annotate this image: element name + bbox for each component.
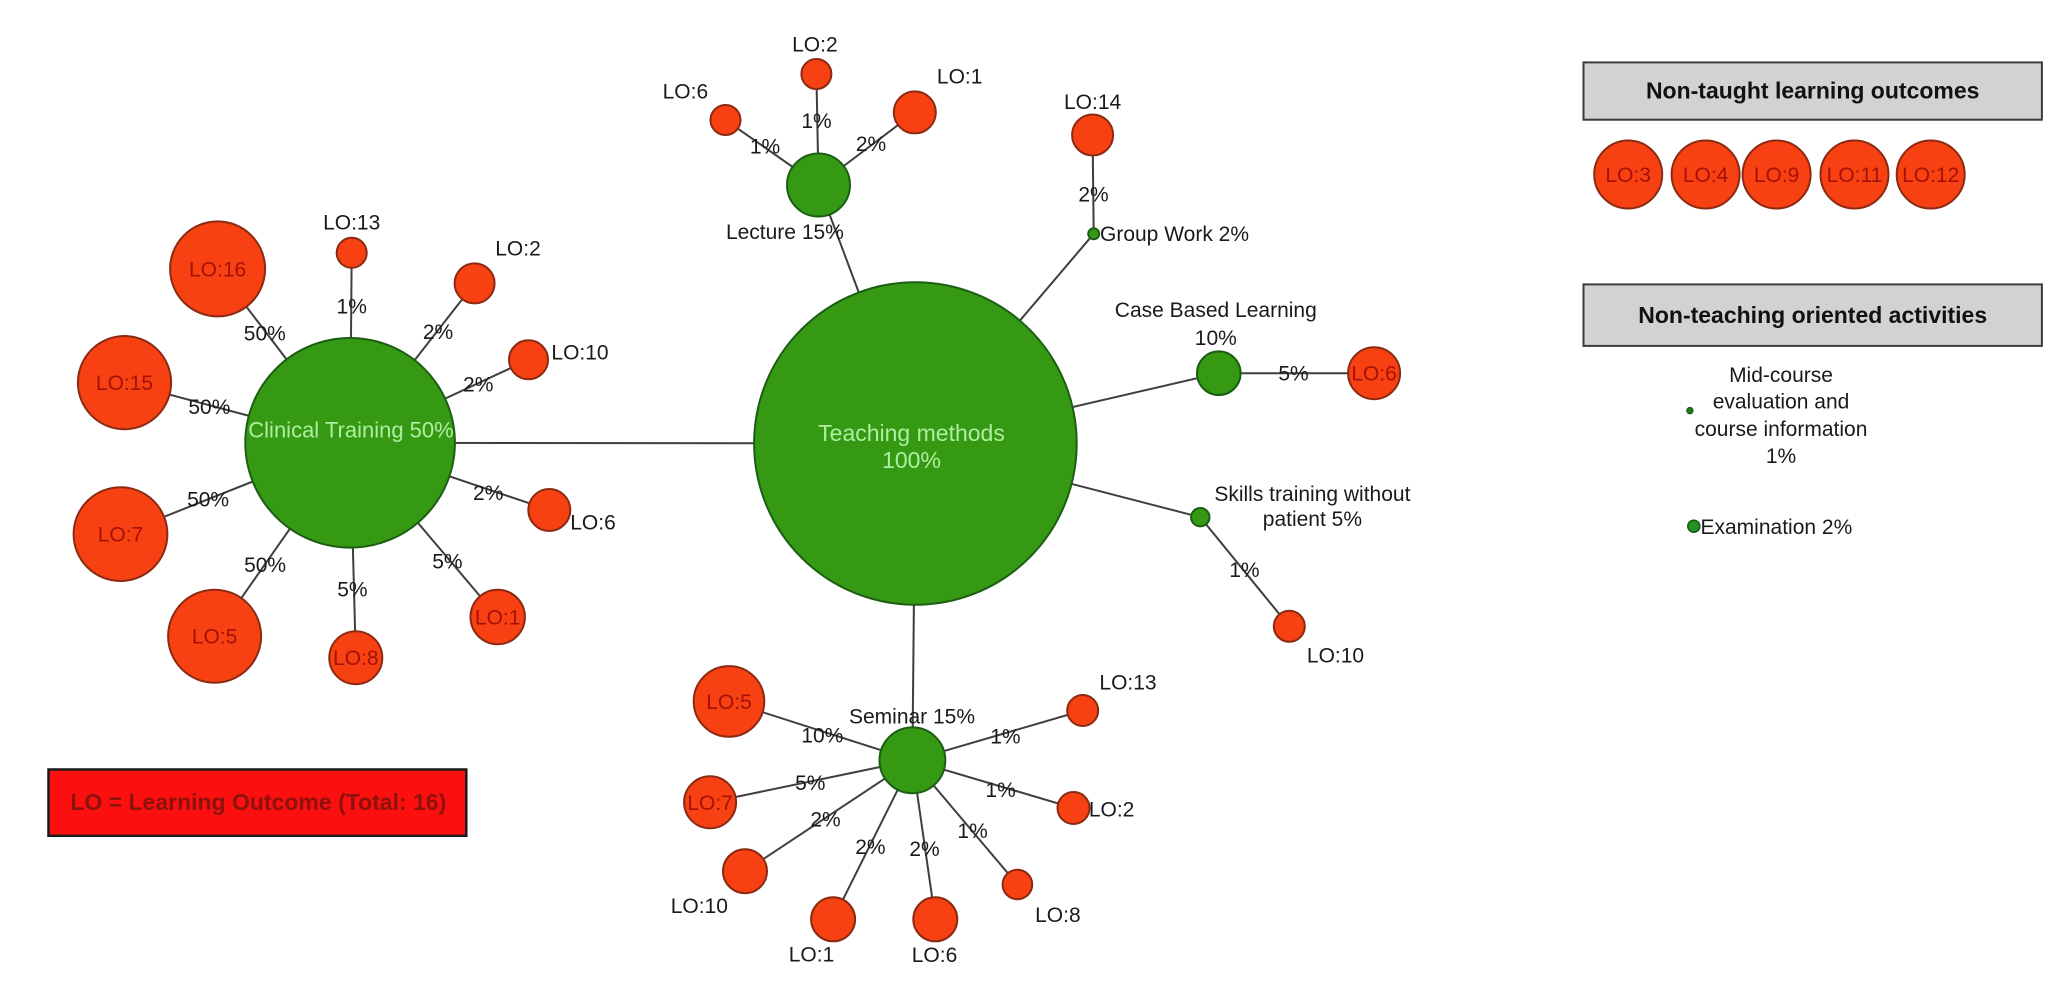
svg-text:LO:5: LO:5 <box>192 626 238 649</box>
svg-text:LO:10: LO:10 <box>551 342 608 365</box>
svg-text:LO:10: LO:10 <box>671 895 728 918</box>
svg-text:1%: 1% <box>1766 445 1796 468</box>
svg-text:Skills training without: Skills training without <box>1214 483 1410 506</box>
svg-text:2%: 2% <box>1078 184 1108 207</box>
svg-text:LO:8: LO:8 <box>1035 904 1081 927</box>
svg-text:5%: 5% <box>337 578 367 601</box>
svg-text:50%: 50% <box>188 396 230 419</box>
svg-text:1%: 1% <box>337 295 367 318</box>
svg-text:Examination 2%: Examination 2% <box>1701 516 1853 539</box>
svg-text:LO:13: LO:13 <box>1099 672 1156 695</box>
svg-text:2%: 2% <box>909 838 939 861</box>
svg-text:1%: 1% <box>990 726 1020 749</box>
svg-text:LO:5: LO:5 <box>706 691 752 714</box>
svg-text:LO:14: LO:14 <box>1064 91 1122 114</box>
svg-text:1%: 1% <box>957 820 987 843</box>
svg-text:LO:1: LO:1 <box>475 607 521 630</box>
svg-text:LO:2: LO:2 <box>792 34 838 57</box>
svg-text:Non-taught learning outcomes: Non-taught learning outcomes <box>1646 78 1980 104</box>
svg-text:50%: 50% <box>187 488 229 511</box>
svg-text:LO:2: LO:2 <box>1089 799 1135 822</box>
svg-text:Clinical Training 50%: Clinical Training 50% <box>248 418 453 443</box>
svg-text:2%: 2% <box>856 133 886 156</box>
svg-text:5%: 5% <box>795 772 825 795</box>
svg-text:1%: 1% <box>1229 559 1259 582</box>
svg-text:Teaching methods: Teaching methods <box>818 420 1005 446</box>
svg-text:LO:6: LO:6 <box>912 944 958 967</box>
svg-text:1%: 1% <box>801 110 831 133</box>
svg-text:10%: 10% <box>1195 327 1237 350</box>
svg-text:1%: 1% <box>750 136 780 159</box>
svg-text:LO:7: LO:7 <box>98 524 144 547</box>
svg-text:Mid-course: Mid-course <box>1729 364 1833 387</box>
svg-text:LO:16: LO:16 <box>189 258 246 281</box>
svg-text:5%: 5% <box>432 550 462 573</box>
svg-text:Lecture 15%: Lecture 15% <box>726 221 844 244</box>
svg-text:LO:13: LO:13 <box>323 212 380 235</box>
svg-text:LO:12: LO:12 <box>1902 164 1959 187</box>
svg-text:patient 5%: patient 5% <box>1263 508 1362 531</box>
svg-text:LO:6: LO:6 <box>570 511 616 534</box>
svg-text:50%: 50% <box>244 554 286 577</box>
svg-text:LO:4: LO:4 <box>1683 164 1729 187</box>
svg-text:100%: 100% <box>882 447 941 473</box>
svg-text:1%: 1% <box>985 779 1015 802</box>
svg-text:evaluation and: evaluation and <box>1713 391 1850 414</box>
svg-text:2%: 2% <box>463 373 493 396</box>
svg-text:LO:6: LO:6 <box>663 81 709 104</box>
svg-text:5%: 5% <box>1278 363 1308 386</box>
svg-text:10%: 10% <box>801 725 843 748</box>
svg-text:2%: 2% <box>810 809 840 832</box>
svg-text:LO:6: LO:6 <box>1351 363 1397 386</box>
svg-text:LO:9: LO:9 <box>1754 164 1800 187</box>
svg-text:LO:2: LO:2 <box>495 238 541 261</box>
svg-text:2%: 2% <box>855 836 885 859</box>
svg-text:LO:8: LO:8 <box>333 647 379 670</box>
svg-text:Group Work 2%: Group Work 2% <box>1100 223 1249 246</box>
svg-text:50%: 50% <box>244 322 286 345</box>
svg-text:Seminar 15%: Seminar 15% <box>849 706 975 729</box>
svg-text:course information: course information <box>1695 418 1868 441</box>
svg-text:LO:3: LO:3 <box>1605 164 1651 187</box>
svg-text:LO:15: LO:15 <box>96 372 153 395</box>
svg-text:LO:1: LO:1 <box>937 66 983 89</box>
svg-text:2%: 2% <box>423 321 453 344</box>
svg-text:LO:7: LO:7 <box>687 792 733 815</box>
svg-text:LO = Learning Outcome (Total:: LO = Learning Outcome (Total: 16) <box>70 789 446 815</box>
svg-text:2%: 2% <box>473 482 503 505</box>
svg-text:Non-teaching oriented activiti: Non-teaching oriented activities <box>1638 302 1987 328</box>
svg-text:LO:1: LO:1 <box>789 943 835 966</box>
svg-text:Case Based Learning: Case Based Learning <box>1115 299 1317 322</box>
svg-text:LO:11: LO:11 <box>1827 164 1883 187</box>
svg-text:LO:10: LO:10 <box>1307 644 1364 667</box>
